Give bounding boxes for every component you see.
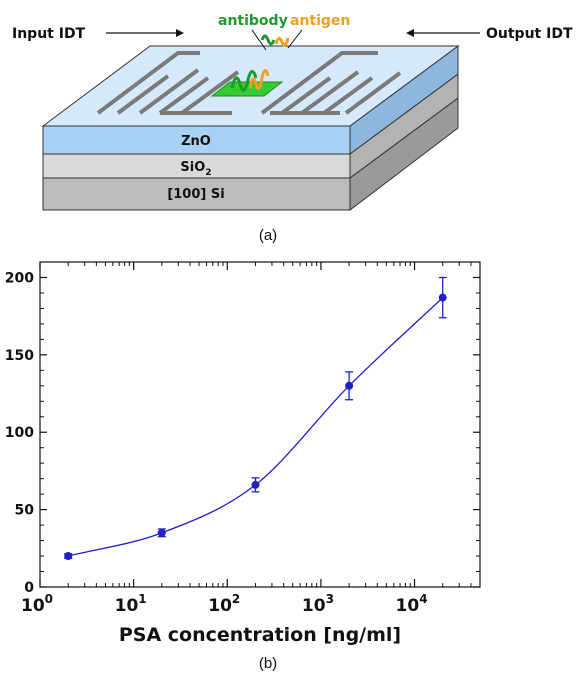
si-layer <box>42 177 351 211</box>
sensing-pad <box>210 81 284 97</box>
y-tick-label: 50 <box>15 503 35 519</box>
data-point <box>438 293 447 302</box>
x-tick-label: 100 <box>21 592 53 616</box>
data-point <box>345 381 354 390</box>
antigen-label: antigen <box>290 13 350 29</box>
x-axis: 100 101 102 103 104 <box>21 262 481 616</box>
fit-curve <box>68 297 444 557</box>
input-idt-arrowhead <box>176 29 184 37</box>
input-idt <box>96 51 240 115</box>
data-point <box>64 552 73 561</box>
antibody-label: antibody <box>218 13 288 29</box>
psa-response-chart: 0 50 100 150 200 100 101 102 103 104 PSA concent… <box>5 261 481 672</box>
x-tick-label: 103 <box>302 592 334 616</box>
sio2-label: SiO2 <box>180 160 211 178</box>
si-label: [100] Si <box>167 187 224 202</box>
plot-frame <box>39 261 481 588</box>
output-idt <box>260 51 402 115</box>
zno-label: ZnO <box>181 134 211 149</box>
zno-layer <box>42 125 351 155</box>
antibody-arrow <box>251 29 267 51</box>
caption-a: (a) <box>259 227 277 244</box>
device-schematic: ZnO SiO2 [100] Si antibody antigen Input… <box>12 13 573 244</box>
x-axis-title: PSA concentration [ng/ml] <box>119 624 401 646</box>
output-idt-arrowhead <box>406 29 414 37</box>
data-point <box>157 528 166 537</box>
output-idt-label: Output IDT <box>486 26 573 42</box>
data-point <box>251 480 260 489</box>
data-points <box>64 276 447 561</box>
antibody-molecule-2 <box>260 34 276 46</box>
y-tick-label: 100 <box>5 425 34 441</box>
x-tick-label: 101 <box>115 592 147 616</box>
x-tick-label: 104 <box>396 592 428 616</box>
sio2-layer <box>42 153 351 179</box>
antigen-molecule <box>248 69 270 91</box>
y-axis: 0 50 100 150 200 <box>5 261 480 596</box>
antigen-molecule-2 <box>274 37 290 47</box>
input-idt-label: Input IDT <box>12 26 86 42</box>
y-tick-label: 200 <box>5 270 34 286</box>
antigen-arrow <box>287 29 303 49</box>
y-tick-label: 0 <box>24 580 34 596</box>
x-tick-label: 102 <box>208 592 240 616</box>
antibody-molecule <box>230 70 258 92</box>
y-tick-label: 150 <box>5 348 34 364</box>
caption-b: (b) <box>259 655 277 672</box>
